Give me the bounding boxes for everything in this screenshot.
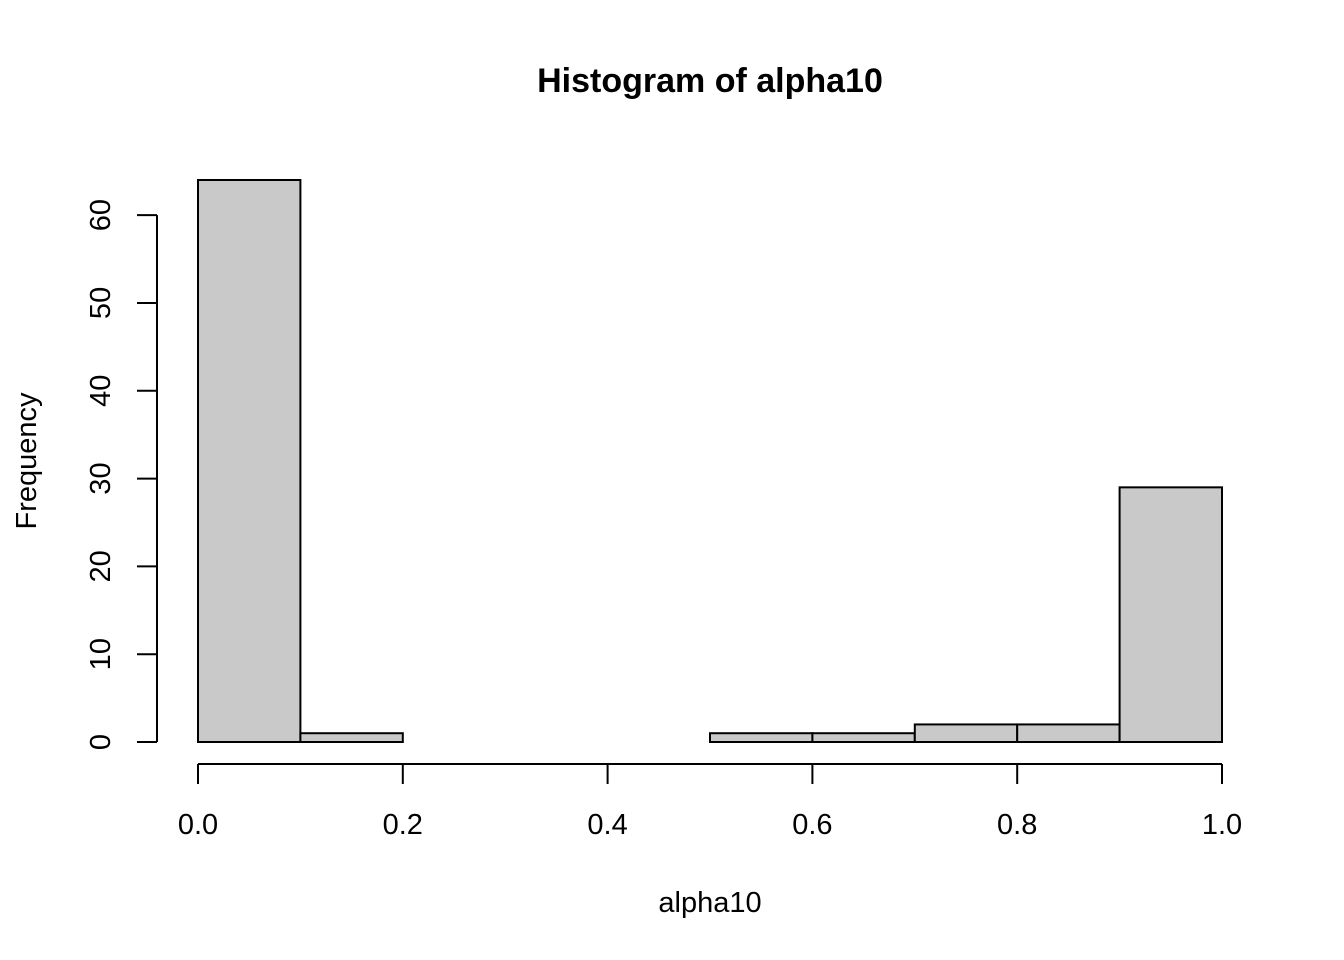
x-tick-label: 0.0: [178, 809, 218, 841]
y-tick-label: 60: [85, 199, 117, 231]
x-tick-label: 0.8: [997, 809, 1037, 841]
y-tick-label: 20: [85, 550, 117, 582]
y-tick-label: 50: [85, 287, 117, 319]
histogram-bar-5: [709, 732, 814, 743]
x-tick-label: 0.6: [792, 809, 832, 841]
histogram-bar-9: [1118, 486, 1223, 743]
y-tick-label: 0: [85, 734, 117, 750]
y-axis: 0 10 20 30 40 50 60: [85, 199, 158, 750]
histogram-bar-0: [197, 179, 302, 743]
x-axis: 0.0 0.2 0.4 0.6 0.8 1.0: [178, 763, 1242, 841]
histogram-bar-7: [913, 723, 1019, 743]
x-tick-label: 0.2: [383, 809, 423, 841]
histogram-bar-8: [1016, 723, 1121, 743]
y-tick-label: 10: [85, 638, 117, 670]
y-axis-label: Frequency: [11, 392, 43, 530]
x-tick-label: 1.0: [1202, 809, 1242, 841]
chart-title: Histogram of alpha10: [537, 62, 883, 100]
y-tick-label: 40: [85, 375, 117, 407]
x-tick-label: 0.4: [587, 809, 627, 841]
x-axis-label: alpha10: [658, 887, 761, 919]
histogram-bar-1: [299, 732, 404, 743]
bars-group: [197, 179, 1223, 743]
histogram-bar-6: [811, 732, 916, 743]
y-tick-label: 30: [85, 462, 117, 494]
